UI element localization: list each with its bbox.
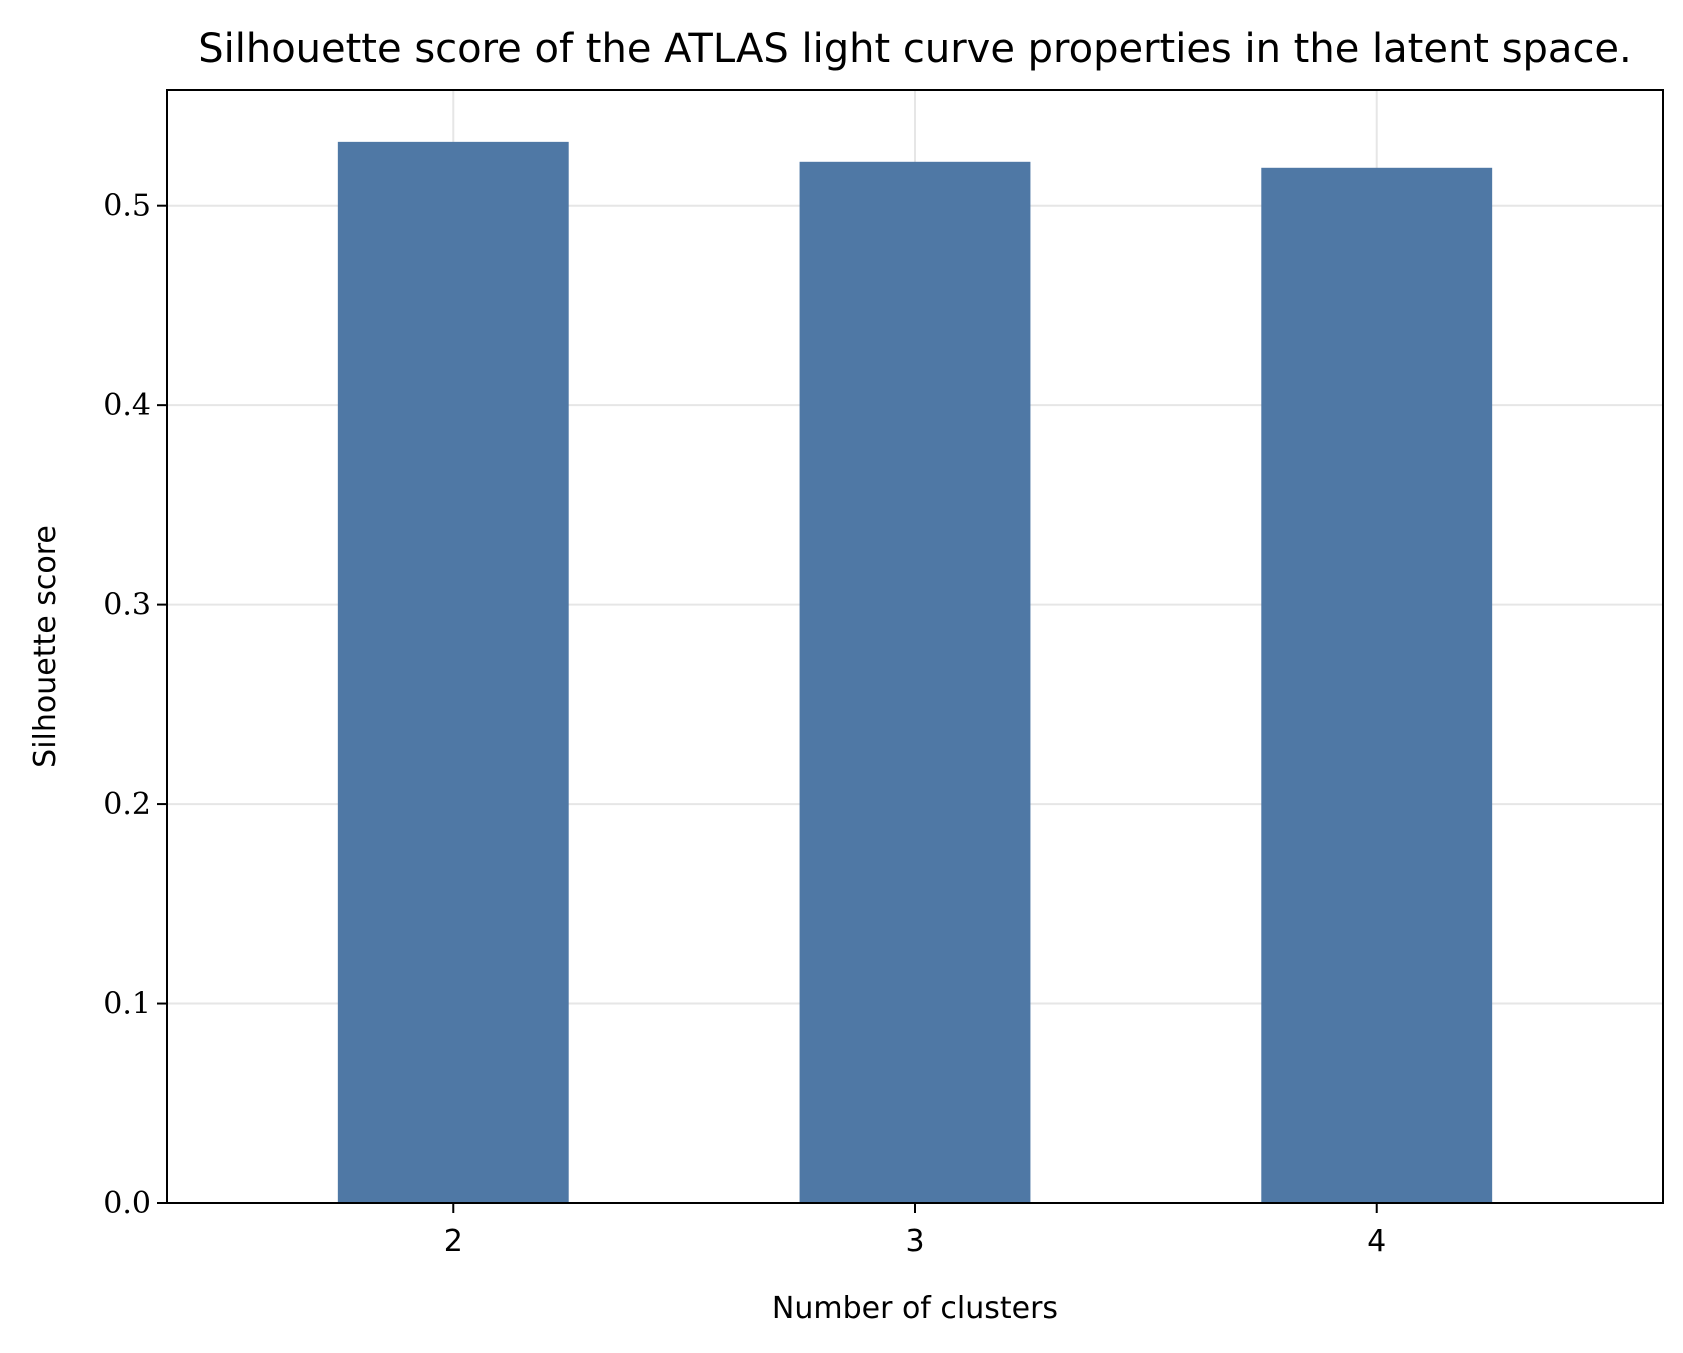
bar-3 <box>799 161 1031 1204</box>
y-tick-label: 0.0 <box>103 1186 151 1221</box>
x-tick-label: 3 <box>905 1224 924 1259</box>
bars <box>337 141 1493 1204</box>
x-tick-label: 4 <box>1367 1224 1386 1259</box>
x-tick-label: 2 <box>444 1224 463 1259</box>
ticks: 0.0 0.1 0.2 0.3 0.4 0.5 2 3 4 <box>103 189 1386 1259</box>
y-tick-label: 0.1 <box>103 987 151 1022</box>
y-axis-label: Silhouette score <box>28 525 63 768</box>
x-axis-label: Number of clusters <box>772 1291 1058 1326</box>
y-tick-label: 0.2 <box>103 787 151 822</box>
chart-title: Silhouette score of the ATLAS light curv… <box>198 26 1632 72</box>
y-tick-label: 0.4 <box>103 388 151 423</box>
y-tick-label: 0.3 <box>103 588 151 623</box>
bar-2 <box>337 141 569 1203</box>
y-tick-label: 0.5 <box>103 189 151 224</box>
bar-4 <box>1261 167 1493 1204</box>
